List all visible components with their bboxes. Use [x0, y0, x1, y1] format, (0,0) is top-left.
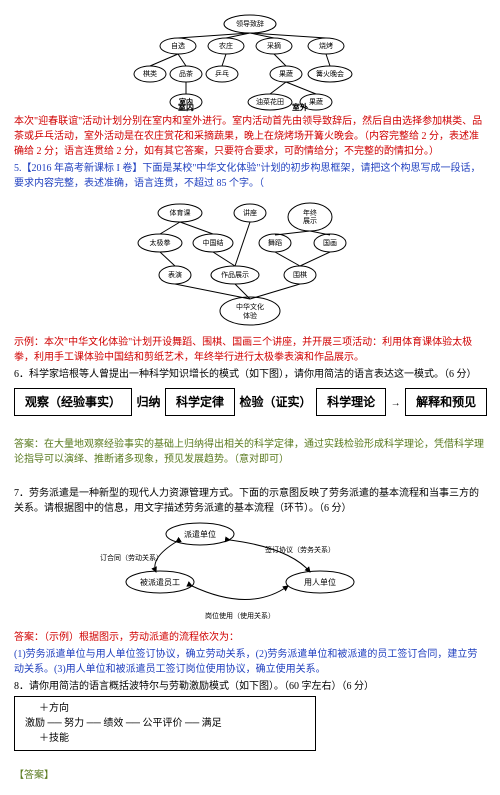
svg-text:国画: 国画	[323, 239, 337, 247]
svg-text:被派遣员工: 被派遣员工	[140, 577, 180, 587]
diagram-2: 体育课 讲座 年终展示 太极拳 中国结 舞蹈 国画 表演 作品展示 围棋 中华文…	[14, 193, 486, 333]
svg-text:篝火晚会: 篝火晚会	[316, 69, 344, 78]
diagram-3: 派遣单位 被派遣员工 用人单位 签订合同（劳动关系） 签订协议（劳务关系） 岗位…	[14, 518, 486, 628]
svg-text:围棋: 围棋	[293, 270, 307, 279]
svg-text:中华文化: 中华文化	[236, 302, 264, 311]
svg-text:派遣单位: 派遣单位	[184, 529, 216, 539]
svg-text:室内: 室内	[178, 102, 194, 112]
example1: 示例：本次"中华文化体验"计划开设舞蹈、围棋、国画三个讲座，并开展三项活动：利用…	[14, 335, 486, 365]
para1: 本次"迎春联谊"活动计划分别在室内和室外进行。室内活动首先由领导致辞后，然后自由…	[14, 114, 486, 159]
svg-text:乒乓: 乒乓	[215, 69, 229, 78]
ans7-l2: (1)劳务派遣单位与用人单位签订协议，确立劳动关系，(2)劳务派遣单位和被派遣的…	[14, 647, 486, 677]
svg-text:舞蹈: 舞蹈	[268, 238, 282, 247]
svg-text:表演: 表演	[168, 270, 182, 279]
svg-text:年终: 年终	[303, 208, 317, 217]
q7: 7．劳务派遣是一种新型的现代人力资源管理方式。下面的示意图反映了劳务派遣的基本流…	[14, 486, 486, 516]
svg-text:领导致辞: 领导致辞	[236, 19, 264, 28]
svg-text:作品展示: 作品展示	[221, 270, 249, 279]
flow1-item-0: 观察（经验事实）	[14, 388, 132, 416]
svg-text:烧烤: 烧烤	[319, 41, 333, 50]
svg-text:品茶: 品茶	[179, 69, 193, 78]
svg-text:室外: 室外	[292, 102, 308, 112]
q5: 5.【2016 年高考新课标 I 卷】下面是某校"中华文化体验"计划的初步构思框…	[14, 161, 486, 191]
svg-text:采摘: 采摘	[267, 41, 281, 50]
svg-text:签订协议（劳务关系）: 签订协议（劳务关系）	[265, 545, 335, 554]
flow1-item-4: 科学理论	[316, 388, 386, 416]
flow1-arrow-b: 检验（证实）	[238, 393, 314, 411]
q6: 6．科学家培根等人曾提出一种科学知识增长的模式（如下图），请你用简洁的语言表达这…	[14, 367, 486, 382]
svg-text:太极拳: 太极拳	[150, 238, 171, 247]
svg-text:棋类: 棋类	[143, 69, 157, 78]
flow2-l3: ＋技能	[39, 731, 305, 746]
flow1-arrow-a: 归纳	[135, 393, 163, 411]
svg-text:签订合同（劳动关系）: 签订合同（劳动关系）	[100, 553, 163, 562]
diagram-1: 领导致辞 自选 农庄 采摘 烧烤 棋类 品茶 乒乓 果蔬 篝火晚会 油菜花田 果…	[14, 12, 486, 112]
ans7-l1: 答案：（示例）根据图示，劳动派遣的流程依次为：	[14, 630, 486, 645]
svg-text:果蔬: 果蔬	[309, 97, 323, 106]
svg-text:油菜花田: 油菜花田	[256, 97, 284, 106]
flow2-l1: ＋方向	[39, 701, 305, 716]
svg-text:展示: 展示	[303, 217, 317, 225]
flow1-item-2: 科学定律	[165, 388, 235, 416]
svg-text:中国结: 中国结	[203, 238, 224, 247]
ans6: 答案：在大量地观察经验事实的基础上归纳得出相关的科学定律，通过实践检验形成科学理…	[14, 437, 486, 467]
flow2-l2: 激励 ── 努力 ── 绩效 ── 公平评价 ── 满足	[25, 716, 305, 731]
ans-label: 【答案】	[14, 768, 486, 783]
svg-text:自选: 自选	[171, 41, 185, 50]
svg-text:岗位使用（使用关系）: 岗位使用（使用关系）	[205, 611, 275, 620]
flow1-item-5: 解释和预见	[405, 388, 487, 416]
svg-text:农庄: 农庄	[219, 41, 233, 50]
svg-text:果蔬: 果蔬	[279, 69, 293, 78]
flow2: ＋方向 激励 ── 努力 ── 绩效 ── 公平评价 ── 满足 ＋技能	[14, 696, 316, 751]
q8: 8．请你用简洁的语言概括波特尔与劳勒激励模式（如下图）。（60 字左右）（6 分…	[14, 679, 486, 694]
svg-text:讲座: 讲座	[243, 208, 257, 217]
flow1: 观察（经验事实） 归纳 科学定律 检验（证实） 科学理论 → 解释和预见	[14, 384, 486, 420]
svg-text:用人单位: 用人单位	[304, 577, 336, 587]
svg-text:体验: 体验	[243, 311, 257, 320]
svg-text:体育课: 体育课	[170, 208, 191, 217]
